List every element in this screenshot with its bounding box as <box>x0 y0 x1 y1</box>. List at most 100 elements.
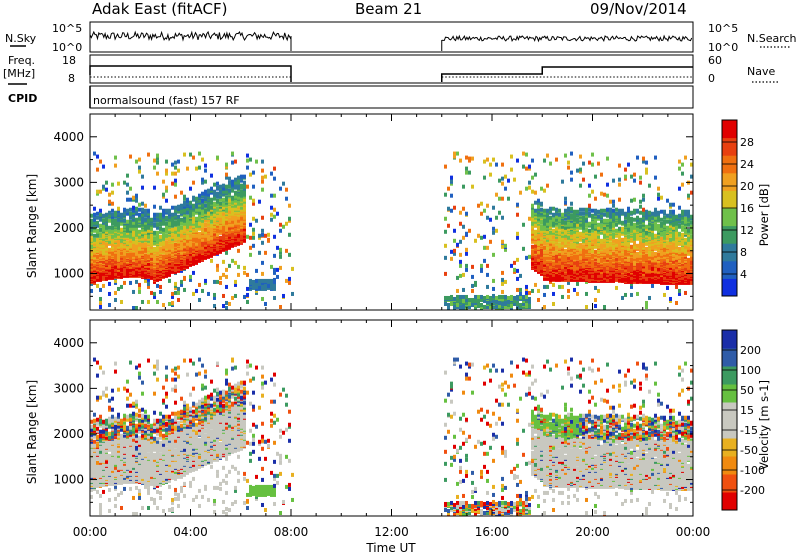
power-cell <box>90 288 93 293</box>
power-cell <box>273 284 276 289</box>
power-cell <box>546 254 549 259</box>
power-cell <box>444 229 447 234</box>
power-cell <box>543 188 546 193</box>
power-cell <box>120 238 123 243</box>
power-cell <box>567 244 570 249</box>
power-cell <box>633 232 636 237</box>
power-cell <box>525 290 528 295</box>
power-cell <box>510 263 513 268</box>
power-cell <box>609 259 612 264</box>
power-cell <box>93 250 96 255</box>
power-cell <box>252 243 255 248</box>
power-cell <box>153 217 156 222</box>
power-cell <box>540 224 543 229</box>
power-cell <box>606 231 609 236</box>
power-cell <box>201 202 204 207</box>
power-cell <box>612 211 615 216</box>
power-cell <box>261 280 264 285</box>
power-cell <box>240 224 243 229</box>
power-cell <box>612 178 615 183</box>
power-cell <box>600 238 603 243</box>
power-cell <box>99 227 102 232</box>
power-cell <box>531 209 534 214</box>
power-cell <box>531 247 534 252</box>
power-cell <box>582 231 585 236</box>
power-cell <box>540 228 543 233</box>
freq-traces <box>89 65 693 82</box>
power-cell <box>162 244 165 249</box>
power-cell <box>531 224 534 229</box>
power-cell <box>474 238 477 243</box>
power-cell <box>108 229 111 234</box>
power-cell <box>207 245 210 250</box>
power-cell <box>585 211 588 216</box>
power-cell <box>210 173 213 178</box>
power-cell <box>510 154 513 159</box>
power-cell <box>273 234 276 239</box>
power-cell <box>165 188 168 193</box>
power-cell <box>489 304 492 309</box>
power-cell <box>138 246 141 251</box>
power-cell <box>111 242 114 247</box>
power-cell <box>183 200 186 205</box>
power-cell <box>183 207 186 212</box>
power-cell <box>612 274 615 279</box>
power-cell <box>246 158 249 163</box>
power-cell <box>135 206 138 211</box>
power-cell <box>456 288 459 293</box>
power-cell <box>204 189 207 194</box>
power-cell <box>534 233 537 238</box>
power-cell <box>210 218 213 223</box>
power-cell <box>591 152 594 157</box>
power-cell <box>135 211 138 216</box>
power-cell <box>132 289 135 294</box>
cpid-label: CPID <box>8 92 37 105</box>
power-cell <box>588 193 591 198</box>
power-cell <box>189 213 192 218</box>
power-cell <box>204 235 207 240</box>
power-cell <box>525 286 528 291</box>
power-cell <box>174 283 177 288</box>
power-cell <box>237 272 240 277</box>
power-cell <box>201 288 204 293</box>
power-cell <box>114 253 117 258</box>
power-cell <box>621 226 624 231</box>
power-cell <box>588 160 591 165</box>
power-cell <box>582 234 585 239</box>
power-cell <box>156 244 159 249</box>
power-cell <box>639 235 642 240</box>
power-cell <box>162 302 165 307</box>
power-cell <box>126 208 129 213</box>
power-cell <box>228 225 231 230</box>
power-cell <box>126 230 129 235</box>
power-cell <box>600 219 603 224</box>
power-cell <box>444 216 447 221</box>
power-cell <box>564 225 567 230</box>
power-cell <box>222 259 225 264</box>
power-cell <box>162 229 165 234</box>
power-cell <box>117 181 120 186</box>
power-cell <box>231 203 234 208</box>
power-cell <box>147 223 150 228</box>
power-cell <box>588 203 591 208</box>
power-cell <box>114 232 117 237</box>
power-cell <box>600 267 603 272</box>
power-cell <box>201 157 204 162</box>
power-cell <box>132 225 135 230</box>
power-cell <box>213 204 216 209</box>
power-cell <box>171 220 174 225</box>
power-cell <box>483 208 486 213</box>
power-cell <box>195 196 198 201</box>
power-cell <box>591 235 594 240</box>
power-cell <box>453 306 456 310</box>
power-cell <box>627 208 630 213</box>
power-cell <box>144 217 147 222</box>
power-cell <box>591 247 594 252</box>
power-cell <box>192 216 195 221</box>
power-cell <box>114 259 117 264</box>
power-cell <box>522 151 525 156</box>
power-cell <box>543 262 546 267</box>
power-cell <box>552 245 555 250</box>
power-cell <box>519 291 522 296</box>
power-cell <box>174 165 177 170</box>
